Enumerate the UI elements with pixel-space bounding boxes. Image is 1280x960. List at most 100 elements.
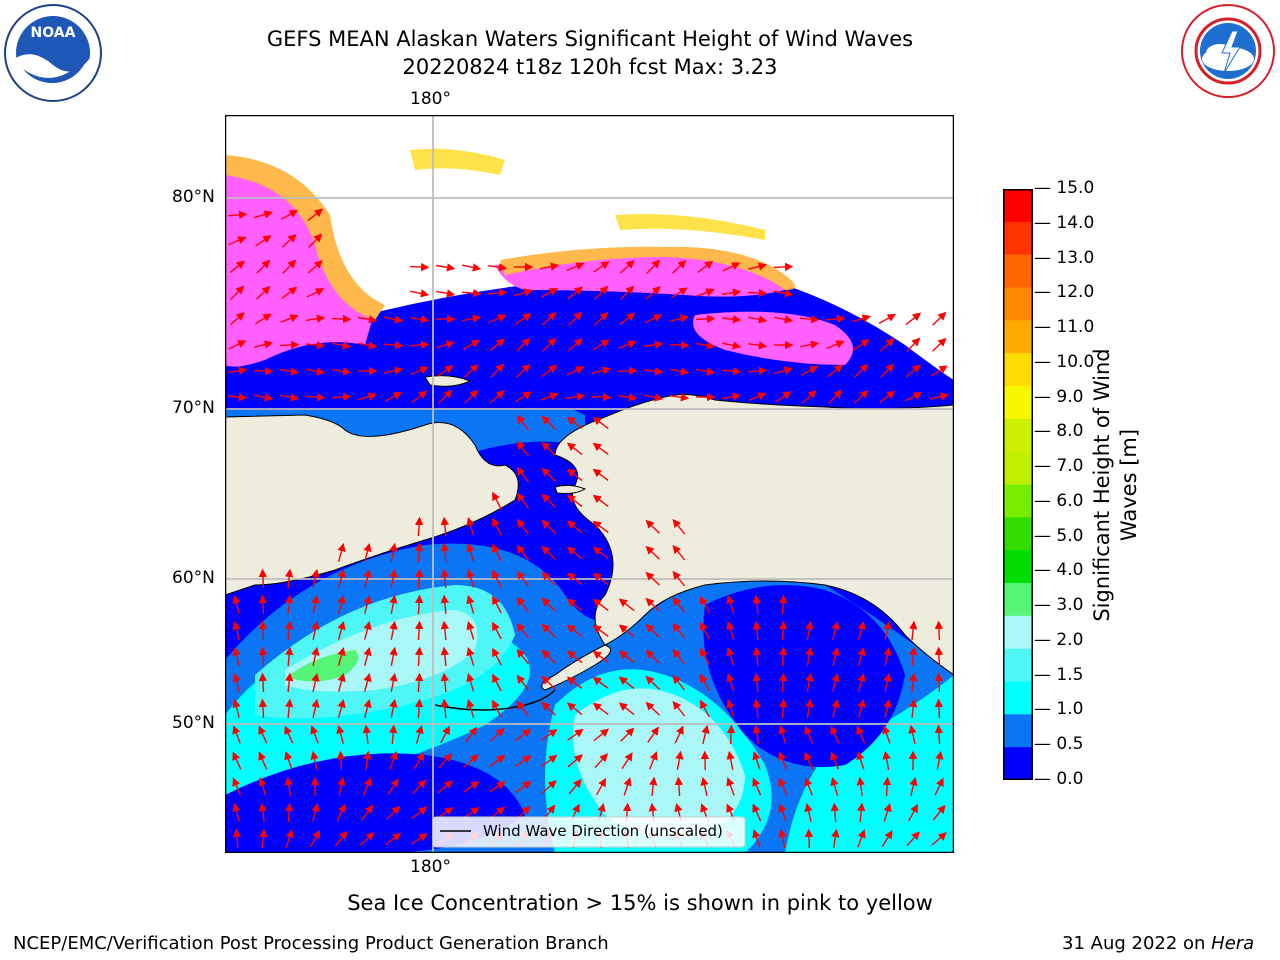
wave-direction-arrow [722,262,741,272]
wave-direction-arrow [672,700,686,717]
wave-direction-arrow [492,491,502,510]
colorbar-tick-label: — 11.0 [1034,317,1095,338]
wave-direction-arrow [227,210,248,220]
wave-direction-arrow [644,367,664,376]
wave-direction-arrow [752,724,761,745]
wave-direction-arrow [541,415,556,430]
wave-direction-arrow [337,620,346,640]
wave-direction-arrow [595,777,607,796]
wave-direction-arrow [466,699,475,718]
wave-direction-arrow [440,698,449,719]
wave-direction-arrow [930,392,950,401]
wave-direction-arrow [436,289,456,298]
wave-direction-arrow [805,698,814,719]
wave-direction-arrow [414,516,424,537]
wave-direction-arrow [773,262,794,272]
wave-direction-arrow [337,542,346,562]
wave-direction-arrow [464,726,478,743]
wave-direction-arrow [747,341,768,350]
wave-direction-arrow [359,831,375,846]
wave-direction-arrow [516,440,530,457]
wave-direction-arrow [857,672,866,692]
wave-direction-arrow [306,341,326,350]
wave-direction-arrow [831,620,840,640]
wave-direction-arrow [232,725,241,744]
wave-direction-arrow [358,392,377,401]
wave-direction-arrow [280,393,300,402]
wave-direction-arrow [674,776,684,797]
wave-direction-arrow [670,314,690,323]
wave-direction-arrow [748,392,767,402]
sea-ice-orange [225,155,385,320]
wave-direction-arrow [722,315,742,324]
wave-direction-arrow [593,339,610,351]
wave-direction-arrow [721,288,742,297]
colorbar-segment [1003,583,1033,617]
wave-direction-arrow [593,728,610,742]
wave-direction-arrow [413,752,425,770]
wave-direction-arrow [463,807,480,819]
colorbar-tick-label: — 2.0 [1034,629,1084,650]
wave-direction-arrow [566,650,583,664]
wave-direction-arrow [541,364,558,377]
wave-direction-arrow [592,468,609,481]
wave-direction-arrow [309,829,321,848]
wave-direction-arrow [462,339,481,351]
wave-direction-arrow [619,259,635,274]
wave-direction-arrow [541,311,557,326]
footer-host: Hera [1211,933,1255,954]
wave-direction-arrow [516,414,530,431]
colorbar-tick-label: — 5.0 [1034,525,1084,546]
wave-direction-arrow [389,646,398,666]
wave-direction-arrow [879,390,896,403]
wave-direction-arrow [258,672,268,693]
sea-ice-orange-2 [500,246,795,290]
wave-direction-arrow [232,646,241,666]
wave-direction-arrow [672,544,686,561]
wave-direction-arrow [881,830,893,847]
wave-direction-arrow [540,287,559,299]
wave-direction-arrow [492,699,502,718]
wave-direction-arrow [880,363,895,378]
wave-direction-arrow [700,699,710,718]
wave-direction-arrow [389,620,398,640]
wave-direction-arrow [541,780,557,794]
wave-direction-arrow [804,725,814,744]
wave-direction-arrow [363,672,372,692]
island-wrangel [424,375,472,387]
wave-direction-arrow [384,315,404,324]
wave-direction-arrow [909,698,918,718]
wave-direction-arrow [672,570,686,587]
wave-direction-arrow [672,259,687,274]
wave-direction-arrow [909,776,918,796]
wave-direction-arrow [592,624,609,637]
wave-direction-arrow [857,802,866,823]
wave-direction-arrow [645,286,661,300]
wave-direction-arrow [882,725,891,744]
wave-direction-arrow [932,311,947,326]
wave-direction-arrow [440,542,449,563]
wave-direction-arrow [670,367,690,376]
wave-direction-arrow [828,389,843,404]
wave-direction-arrow [778,777,788,796]
wave-direction-arrow [489,338,506,352]
wave-direction-arrow [516,622,530,639]
wave-direction-arrow [566,598,583,612]
colorbar-tick-label: — 0.0 [1034,769,1084,789]
wave-direction-arrow [804,828,814,849]
wave-direction-arrow [414,672,424,693]
wave-direction-arrow [462,263,482,272]
wave-direction-arrow [722,392,742,401]
wave-direction-arrow [331,367,352,376]
wave-direction-arrow [311,802,320,822]
wave-direction-arrow [883,620,892,640]
chart-title: GEFS MEAN Alaskan Waters Significant Hei… [266,27,914,51]
wave-direction-arrow [336,724,345,744]
wave-direction-arrow [726,621,735,640]
colorbar-tick-label: — 1.0 [1034,699,1084,720]
wave-direction-arrow [284,776,293,797]
wave-direction-arrow [669,340,690,350]
lat-label-70: 70°N [172,398,215,418]
wave-direction-arrow [827,364,844,378]
wave-direction-arrow [258,802,267,822]
